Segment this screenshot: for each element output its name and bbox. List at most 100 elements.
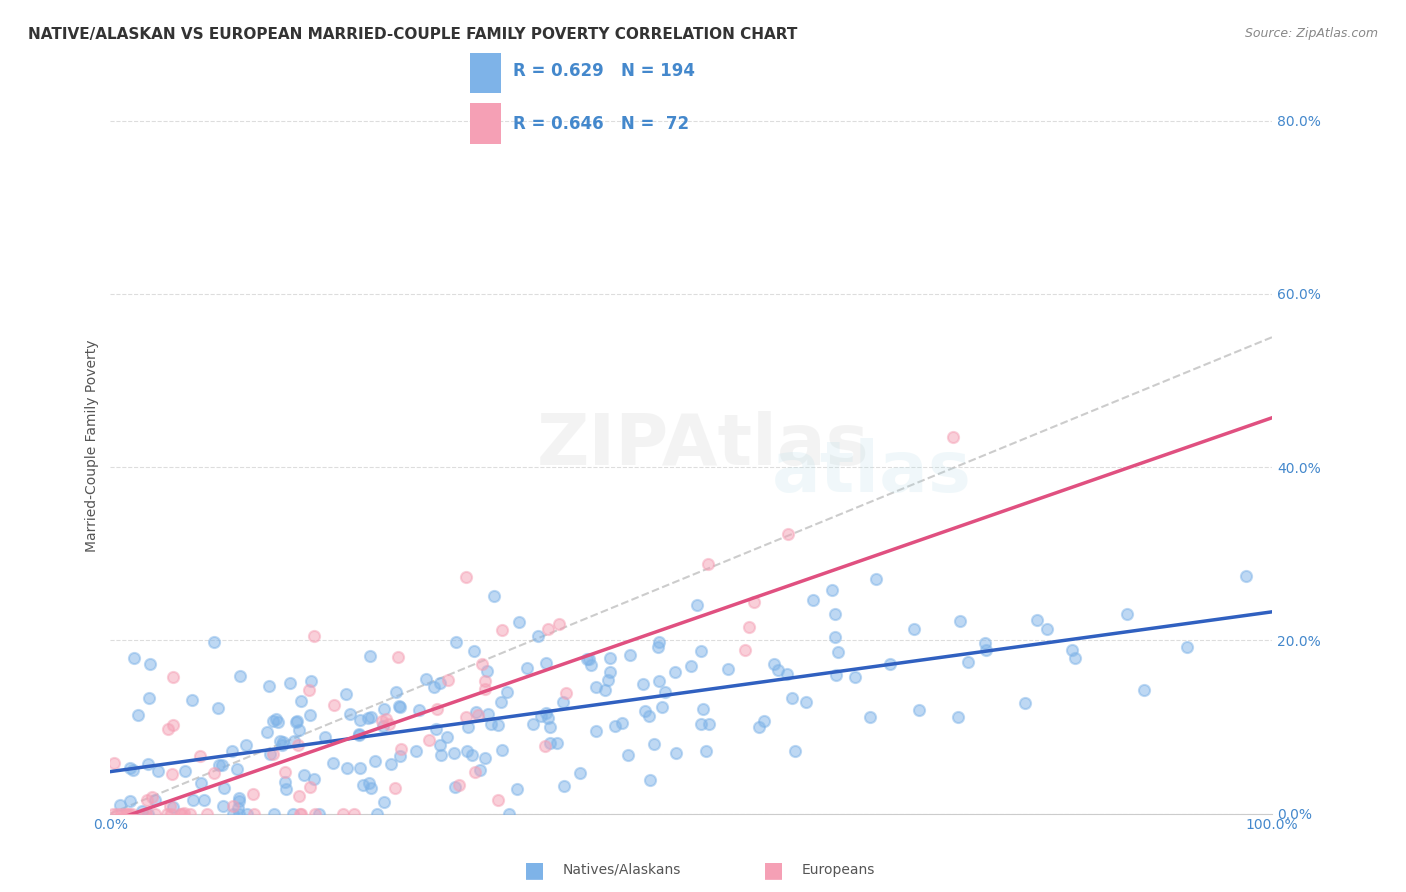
- Text: Natives/Alaskans: Natives/Alaskans: [562, 863, 681, 877]
- Point: [159, 799, 181, 814]
- Point: [576, 651, 599, 665]
- Point: [288, 723, 311, 737]
- Point: [444, 780, 467, 794]
- Point: [498, 806, 520, 821]
- Point: [690, 717, 713, 731]
- Text: ■: ■: [524, 860, 544, 880]
- Point: [579, 657, 602, 672]
- Point: [844, 670, 866, 684]
- Point: [631, 677, 654, 691]
- Point: [132, 806, 155, 821]
- Point: [302, 772, 325, 786]
- Point: [695, 744, 717, 758]
- Point: [285, 715, 308, 730]
- Point: [290, 806, 312, 821]
- Point: [486, 717, 509, 731]
- Point: [359, 648, 381, 663]
- Point: [172, 806, 194, 821]
- Point: [160, 766, 183, 780]
- Point: [292, 767, 315, 781]
- Point: [534, 657, 557, 671]
- Point: [638, 772, 661, 787]
- Point: [827, 645, 849, 659]
- Text: NATIVE/ALASKAN VS EUROPEAN MARRIED-COUPLE FAMILY POVERTY CORRELATION CHART: NATIVE/ALASKAN VS EUROPEAN MARRIED-COUPL…: [28, 27, 797, 42]
- Point: [768, 663, 790, 677]
- Point: [610, 715, 633, 730]
- Point: [1025, 613, 1047, 627]
- Text: atlas: atlas: [772, 438, 972, 508]
- Point: [349, 761, 371, 775]
- Point: [322, 756, 344, 770]
- Point: [585, 724, 607, 739]
- Point: [384, 780, 406, 795]
- Point: [446, 634, 468, 648]
- Point: [235, 806, 257, 821]
- Point: [546, 736, 568, 750]
- Point: [299, 780, 322, 795]
- Point: [508, 615, 530, 630]
- Point: [578, 652, 600, 666]
- Point: [474, 673, 496, 688]
- Point: [690, 644, 713, 658]
- Point: [118, 806, 141, 821]
- Point: [763, 657, 786, 671]
- Point: [742, 595, 765, 609]
- Point: [181, 692, 204, 706]
- Point: [824, 607, 846, 622]
- Point: [537, 711, 560, 725]
- Point: [780, 691, 803, 706]
- Point: [801, 593, 824, 607]
- Point: [146, 764, 169, 778]
- Point: [256, 725, 278, 739]
- Point: [138, 690, 160, 705]
- Point: [323, 698, 346, 713]
- Point: [257, 679, 280, 693]
- Point: [288, 789, 311, 803]
- Point: [228, 790, 250, 805]
- Point: [467, 708, 489, 723]
- Point: [429, 738, 451, 752]
- Point: [290, 693, 312, 707]
- Point: [516, 661, 538, 675]
- Point: [464, 705, 486, 719]
- Point: [349, 728, 371, 742]
- Point: [366, 806, 388, 821]
- Point: [288, 806, 311, 821]
- Point: [281, 806, 304, 821]
- Point: [262, 714, 284, 728]
- Point: [378, 717, 401, 731]
- Point: [314, 730, 336, 744]
- Text: R = 0.646   N =  72: R = 0.646 N = 72: [513, 115, 689, 133]
- Point: [174, 764, 197, 779]
- Point: [482, 590, 505, 604]
- Point: [648, 673, 671, 688]
- Point: [776, 526, 799, 541]
- Point: [1116, 607, 1139, 621]
- Point: [825, 668, 848, 682]
- Point: [425, 722, 447, 736]
- Point: [117, 806, 139, 821]
- Point: [190, 776, 212, 790]
- Point: [555, 686, 578, 700]
- Point: [371, 719, 394, 733]
- Point: [266, 714, 288, 729]
- Point: [794, 695, 817, 709]
- Point: [143, 806, 166, 821]
- Point: [638, 709, 661, 723]
- Point: [349, 713, 371, 727]
- Point: [879, 657, 901, 672]
- Point: [1036, 623, 1059, 637]
- Point: [118, 761, 141, 775]
- Point: [748, 720, 770, 734]
- Point: [486, 793, 509, 807]
- Point: [228, 806, 250, 821]
- Point: [228, 793, 250, 807]
- Point: [156, 722, 179, 736]
- FancyBboxPatch shape: [470, 103, 501, 144]
- Point: [697, 717, 720, 731]
- Point: [226, 801, 249, 815]
- Point: [169, 806, 191, 821]
- Point: [160, 806, 183, 821]
- Point: [138, 657, 160, 671]
- Point: [211, 799, 233, 814]
